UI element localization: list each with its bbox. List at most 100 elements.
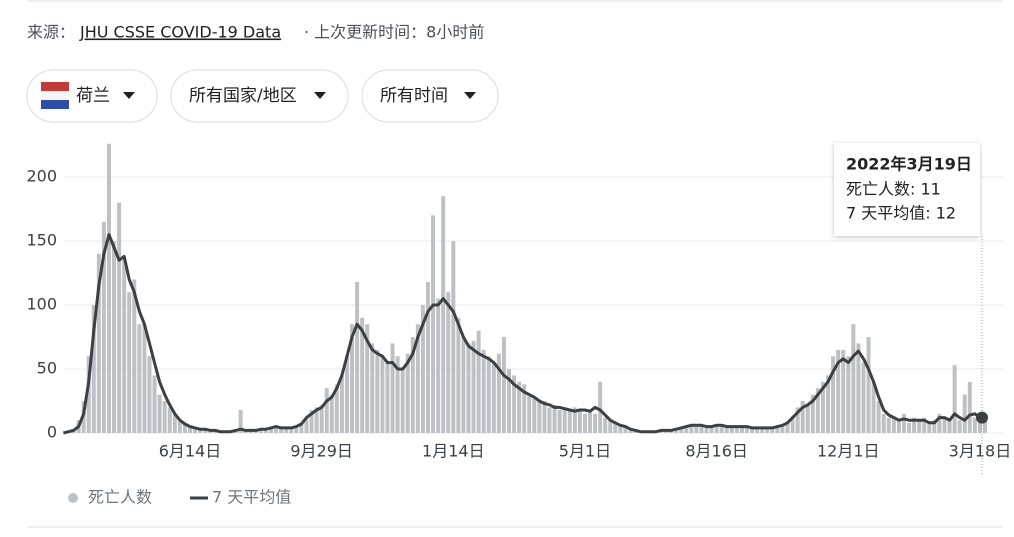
bar: [132, 279, 137, 433]
x-tick-label: 3月18日: [949, 442, 1012, 461]
filter-region[interactable]: 所有国家/地区: [170, 69, 349, 123]
bar: [284, 426, 289, 433]
bar: [724, 425, 729, 433]
bar: [147, 356, 152, 433]
bar: [522, 384, 527, 433]
bar: [86, 356, 91, 433]
bar: [562, 407, 567, 433]
bar: [385, 362, 390, 433]
bar: [785, 422, 790, 433]
source-link[interactable]: JHU CSSE COVID-19 Data: [79, 23, 281, 42]
bar: [400, 369, 405, 433]
bar: [187, 426, 192, 433]
bar: [836, 349, 841, 433]
filter-country[interactable]: 荷兰: [26, 69, 158, 123]
x-tick-label: 9月29日: [290, 442, 353, 461]
bar: [603, 417, 608, 433]
y-tick-label: 0: [47, 423, 57, 442]
bar: [193, 427, 198, 433]
bar: [876, 401, 881, 433]
bar: [415, 324, 420, 433]
bar: [324, 388, 329, 433]
bar: [380, 356, 385, 433]
button[interactable]: [170, 69, 349, 123]
bar: [881, 413, 886, 433]
bar: [390, 343, 395, 433]
bar: [831, 356, 836, 433]
bar: [329, 394, 334, 433]
bar: [360, 317, 365, 433]
bar: [481, 349, 486, 433]
bar: [719, 424, 724, 433]
bar: [461, 337, 466, 433]
bar: [765, 427, 770, 433]
bar: [901, 413, 906, 433]
bar: [861, 362, 866, 433]
bar: [446, 292, 451, 433]
bar: [927, 422, 932, 433]
bar: [405, 353, 410, 433]
bar: [370, 343, 375, 433]
bar: [431, 215, 436, 433]
bar: [815, 388, 820, 433]
bar: [942, 417, 947, 433]
bar: [491, 362, 496, 433]
x-tick-label: 1月14日: [422, 442, 485, 461]
bar: [532, 397, 537, 433]
bar: [962, 394, 967, 433]
bar: [623, 426, 628, 433]
bar: [658, 431, 663, 433]
bar: [466, 343, 471, 433]
bar: [922, 417, 927, 433]
bar: [972, 417, 977, 433]
button-label: 所有时间: [380, 86, 448, 106]
bar: [157, 394, 162, 433]
bar: [101, 221, 106, 433]
bar: [805, 404, 810, 433]
bar: [567, 409, 572, 433]
bar: [127, 292, 132, 433]
bar: [846, 356, 851, 433]
bar: [775, 426, 780, 433]
bar: [542, 401, 547, 433]
legend-label: 7 天平均值: [212, 488, 291, 507]
dropdown-arrow: [123, 92, 135, 99]
bar: [699, 426, 704, 433]
bar: [375, 349, 380, 433]
bar: [177, 420, 182, 433]
bar: [552, 404, 557, 433]
bar: [537, 401, 542, 433]
bar: [557, 409, 562, 433]
button-label: 所有国家/地区: [189, 86, 297, 106]
bar: [365, 324, 370, 433]
bar: [932, 420, 937, 433]
button[interactable]: [361, 69, 499, 123]
bar: [420, 305, 425, 433]
y-tick-label: 100: [26, 295, 57, 314]
bar: [598, 381, 603, 433]
bar: [983, 418, 987, 433]
bar: [182, 424, 187, 433]
legend-swatch: [68, 493, 78, 503]
bar: [319, 404, 324, 433]
bar: [471, 340, 476, 433]
bar: [339, 375, 344, 433]
bar: [841, 349, 846, 433]
bar: [279, 427, 284, 433]
updated-text: · 上次更新时间：8小时前: [304, 23, 484, 42]
bar: [947, 420, 952, 433]
bar: [395, 356, 400, 433]
bar: [866, 337, 871, 433]
bar: [907, 422, 912, 433]
bar: [952, 365, 957, 433]
bar: [517, 381, 522, 433]
bar: [167, 407, 172, 433]
bar: [436, 298, 441, 433]
x-tick-label: 12月1日: [817, 442, 880, 461]
tooltip-box: [834, 143, 980, 236]
bar: [577, 411, 582, 433]
bar: [122, 260, 127, 433]
filter-time[interactable]: 所有时间: [361, 69, 499, 123]
bar: [96, 253, 101, 433]
